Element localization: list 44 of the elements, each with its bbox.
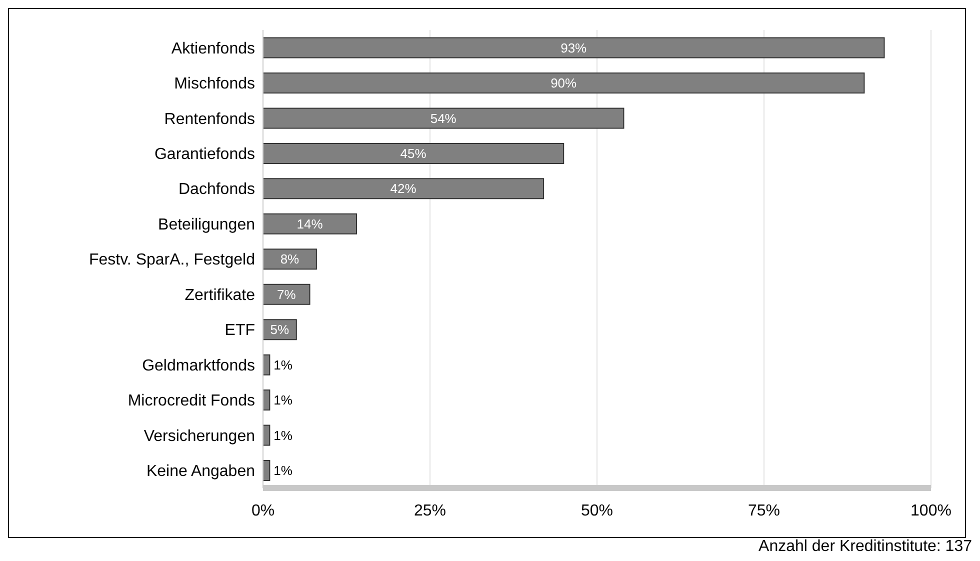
data-label: 1% bbox=[274, 357, 293, 372]
bar bbox=[263, 354, 270, 376]
data-label: 8% bbox=[280, 252, 300, 267]
y-tick-label: Beteiligungen bbox=[158, 216, 255, 234]
data-label: 54% bbox=[430, 110, 457, 126]
bar bbox=[263, 37, 885, 58]
y-tick-label: Dachfonds bbox=[178, 181, 255, 198]
data-label: 1% bbox=[274, 392, 293, 408]
y-tick-label: Zertifikate bbox=[184, 286, 256, 304]
y-tick-label: Mischfonds bbox=[174, 76, 255, 93]
bar bbox=[263, 178, 544, 200]
bar bbox=[263, 284, 310, 305]
y-tick-label: Geldmarktfonds bbox=[142, 357, 255, 374]
data-label: 42% bbox=[390, 181, 417, 196]
y-tick-label: Aktienfonds bbox=[171, 40, 255, 58]
y-tick-label: Garantiefonds bbox=[154, 146, 255, 163]
y-tick-label: Rentenfonds bbox=[164, 110, 255, 128]
x-tick-label: 50% bbox=[580, 502, 614, 520]
x-tick-label: 0% bbox=[251, 502, 275, 520]
data-label: 14% bbox=[296, 216, 324, 232]
y-tick-label: Microcredit Fonds bbox=[128, 392, 255, 410]
data-label: 45% bbox=[400, 146, 427, 161]
x-tick-label: 25% bbox=[414, 502, 446, 520]
data-label: 7% bbox=[276, 286, 296, 302]
y-tick-label: Festv. SparA., Festgeld bbox=[89, 252, 255, 269]
y-tick-label: Versicherungen bbox=[144, 428, 255, 445]
y-tick-label: ETF bbox=[224, 322, 256, 340]
bar bbox=[263, 142, 564, 164]
data-label: 1% bbox=[274, 463, 293, 478]
data-label: 93% bbox=[560, 40, 588, 56]
y-tick-label: Keine Angaben bbox=[146, 463, 255, 480]
bar bbox=[263, 424, 270, 446]
bar bbox=[263, 72, 865, 94]
text: Anzahl der Kreditinstitute: 137 bbox=[758, 538, 972, 556]
bar bbox=[263, 108, 624, 129]
data-label: 1% bbox=[274, 428, 293, 443]
x-tick-label: 75% bbox=[748, 502, 780, 520]
data-label: 90% bbox=[550, 76, 578, 91]
bar bbox=[263, 460, 270, 482]
data-label: 5% bbox=[270, 322, 290, 338]
x-tick-label: 100% bbox=[910, 502, 952, 520]
bar bbox=[263, 390, 270, 411]
bar bbox=[263, 248, 317, 270]
bar bbox=[263, 213, 358, 234]
